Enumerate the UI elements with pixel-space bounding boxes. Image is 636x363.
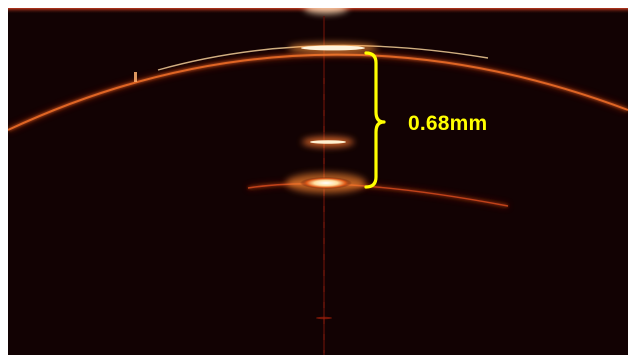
mid-reflection [310,140,346,144]
posterior-blob [300,177,352,189]
top-hotspot [304,8,348,14]
arc-speckle [134,72,137,82]
anterior-arc [8,53,628,131]
bracket-brace-icon [364,51,386,189]
oct-scan-graphic [8,8,628,355]
low-speckle [316,316,332,320]
posterior-arc [247,183,509,207]
anterior-apex [301,45,365,51]
oct-scan-image: 0.68mm [8,8,628,355]
measurement-label: 0.68mm [408,112,488,135]
